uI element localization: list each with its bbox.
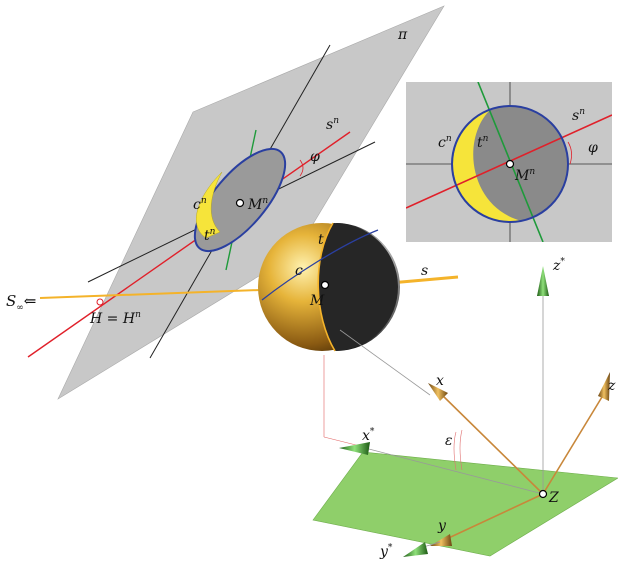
point-M-sphere xyxy=(320,280,330,290)
epsilon-arc-1 xyxy=(453,431,457,471)
ellipse-yellow-crescent xyxy=(196,171,223,239)
ground-plane xyxy=(312,451,618,557)
label-Mn-inset: Mn xyxy=(514,167,535,184)
label-phi-main: φ xyxy=(310,149,320,165)
phi-arc-main xyxy=(299,159,304,177)
y-star-arrowhead xyxy=(403,542,428,557)
label-Z: Z xyxy=(548,490,559,506)
sphere-circle-c xyxy=(317,222,336,352)
axis-line-MZ xyxy=(339,329,431,396)
point-Mn-main xyxy=(235,198,245,208)
label-c-sphere: c xyxy=(295,263,303,279)
label-sn-main: sn xyxy=(326,116,339,133)
epsilon-arc-2 xyxy=(459,429,463,471)
y-axis xyxy=(439,493,544,543)
orange-ray-left xyxy=(39,289,261,299)
inset-yellow-crescent xyxy=(453,110,522,223)
z-star-arrowhead xyxy=(537,266,549,296)
point-H xyxy=(96,298,104,306)
label-cn-inset: cn xyxy=(438,134,452,151)
label-tn-main: tn xyxy=(204,227,216,244)
projection-line-M-x xyxy=(323,436,361,447)
label-s-sphere: s xyxy=(421,263,428,279)
inset-panel xyxy=(406,82,612,242)
label-Mn-main: Mn xyxy=(247,196,268,213)
phi-arc-inset xyxy=(567,141,572,165)
label-t-sphere: t xyxy=(318,232,324,248)
point-Z xyxy=(538,489,548,499)
point-Mn-inset xyxy=(505,159,515,169)
label-cn-main: cn xyxy=(193,196,207,213)
z-axis xyxy=(542,391,606,495)
label-z-star: z* xyxy=(552,257,565,274)
label-epsilon: ε xyxy=(445,433,453,449)
line-red-sn xyxy=(27,131,351,358)
label-H-equals-Hn: H = Hn xyxy=(89,310,141,327)
sphere-dark-fill xyxy=(318,222,398,351)
label-z-axis: z xyxy=(607,378,616,394)
sphere-circle-t xyxy=(261,229,379,301)
label-pi: π xyxy=(397,27,408,43)
label-y-star: y* xyxy=(379,543,393,560)
label-x-axis: x xyxy=(436,373,444,389)
label-y-axis: y xyxy=(437,518,447,534)
z-axis-arrowhead xyxy=(598,372,610,401)
label-S-infinity: S∞⇐ xyxy=(6,292,36,313)
inset-circle-outline xyxy=(451,105,569,223)
x-star-axis xyxy=(364,447,544,495)
x-axis xyxy=(438,391,544,495)
label-sn-inset: sn xyxy=(572,107,585,124)
orange-ray-right xyxy=(389,275,459,285)
x-star-arrowhead xyxy=(339,442,370,455)
label-phi-inset: φ xyxy=(588,140,598,156)
x-axis-arrowhead xyxy=(428,383,448,401)
label-tn-inset: tn xyxy=(477,134,489,151)
label-x-star: x* xyxy=(362,427,375,444)
label-M-sphere: M xyxy=(309,293,325,309)
